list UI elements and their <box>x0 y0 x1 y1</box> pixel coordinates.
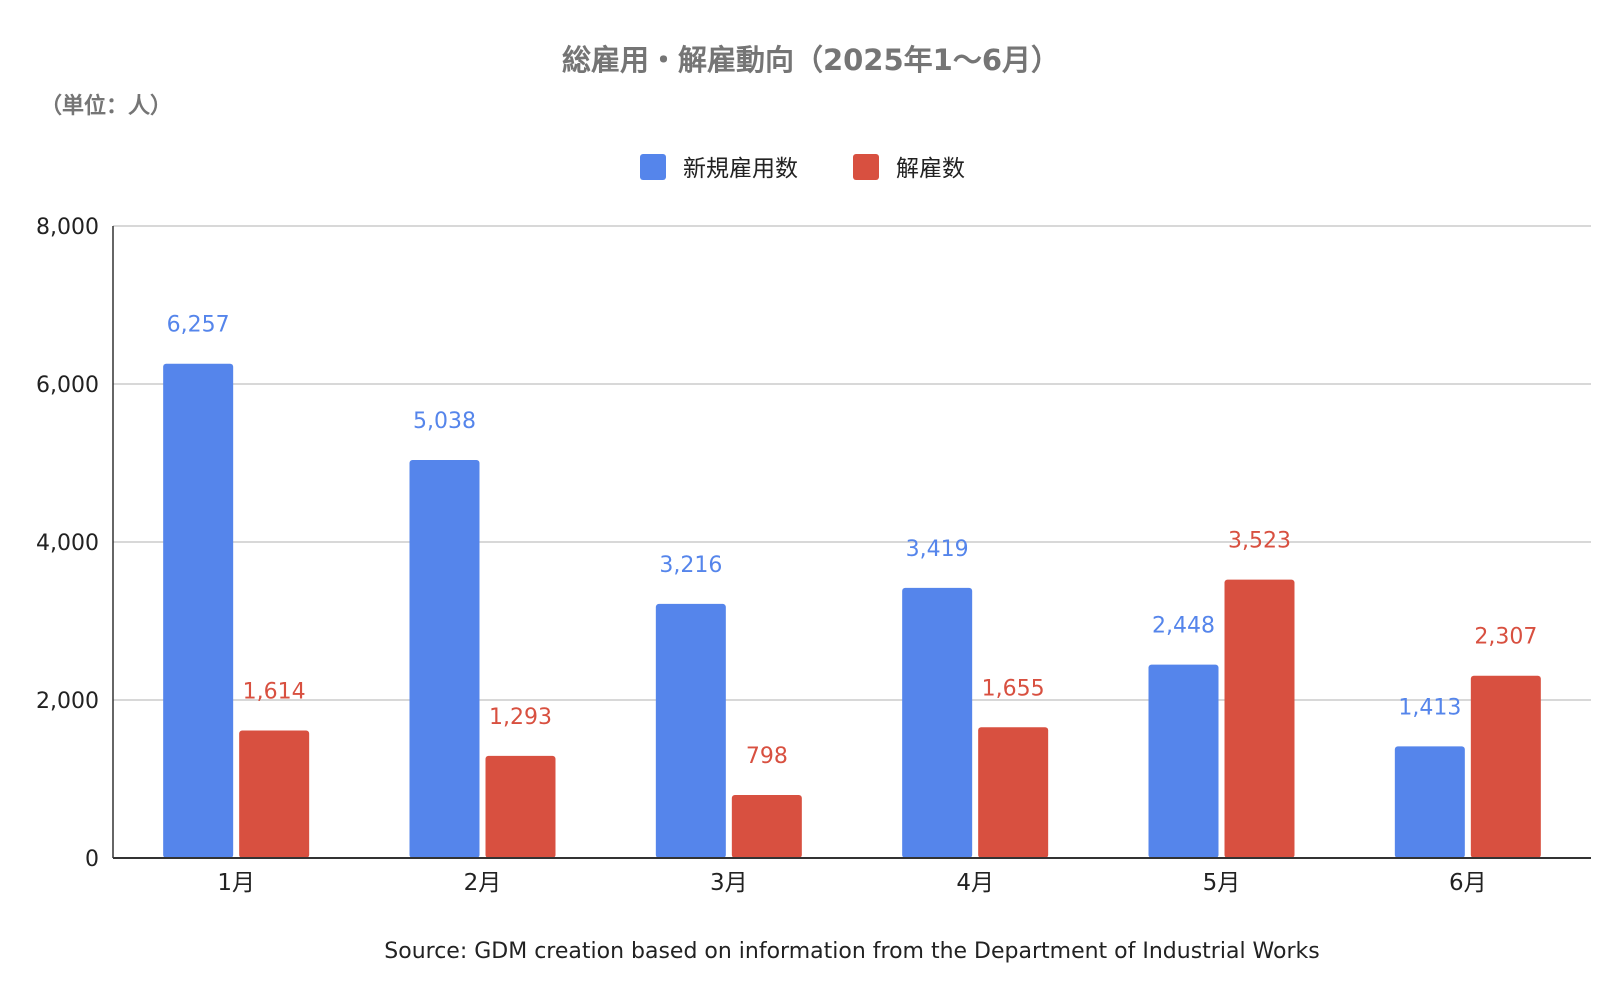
bar-layoffs <box>731 794 802 858</box>
legend-swatch-layoffs <box>853 154 879 180</box>
y-tick-label: 0 <box>85 847 99 872</box>
y-axis: 0 2,000 4,000 6,000 8,000 <box>36 215 114 872</box>
bar-hires <box>163 363 234 858</box>
grid <box>113 225 1591 701</box>
x-tick-label: 3月 <box>710 870 748 896</box>
bar-hires <box>1394 746 1465 858</box>
data-label-layoffs: 1,293 <box>489 705 552 730</box>
bar-hires <box>902 587 973 858</box>
bars <box>163 363 1541 858</box>
data-label-layoffs: 2,307 <box>1474 625 1537 650</box>
x-tick-label: 5月 <box>1203 870 1241 896</box>
data-label-hires: 6,257 <box>167 313 230 338</box>
data-label-hires: 3,419 <box>906 537 969 562</box>
x-axis: 1月 2月 3月 4月 5月 6月 <box>113 857 1591 896</box>
legend-label-layoffs: 解雇数 <box>896 156 965 182</box>
bar-hires <box>409 459 480 858</box>
data-label-layoffs: 1,614 <box>243 679 306 704</box>
data-label-layoffs: 3,523 <box>1228 529 1291 554</box>
data-label-hires: 2,448 <box>1152 614 1215 639</box>
y-tick-label: 6,000 <box>36 373 99 398</box>
x-tick-label: 1月 <box>217 870 255 896</box>
data-labels: 6,257 1,614 5,038 1,293 3,216 798 3,419 1,655 2,… <box>167 313 1538 769</box>
legend-swatch-hires <box>640 154 666 180</box>
data-label-layoffs: 798 <box>746 744 788 769</box>
x-tick-label: 2月 <box>464 870 502 896</box>
bar-hires <box>1148 664 1219 858</box>
y-tick-label: 2,000 <box>36 689 99 714</box>
legend: 新規雇用数 解雇数 <box>640 154 965 182</box>
bar-hires <box>655 603 726 858</box>
y-tick-label: 8,000 <box>36 215 99 240</box>
bar-layoffs <box>1224 579 1295 858</box>
bar-layoffs <box>239 730 310 858</box>
chart-title: 総雇用・解雇動向（2025年1〜6月） <box>562 43 1060 77</box>
bar-layoffs <box>1470 675 1541 858</box>
x-tick-label: 6月 <box>1449 870 1487 896</box>
legend-label-hires: 新規雇用数 <box>683 156 798 182</box>
bar-layoffs <box>485 755 556 858</box>
data-label-layoffs: 1,655 <box>982 676 1045 701</box>
source-note: Source: GDM creation based on informatio… <box>384 939 1319 964</box>
x-tick-label: 4月 <box>956 870 994 896</box>
data-label-hires: 1,413 <box>1398 695 1461 720</box>
data-label-hires: 3,216 <box>659 553 722 578</box>
data-label-hires: 5,038 <box>413 409 476 434</box>
y-tick-label: 4,000 <box>36 531 99 556</box>
unit-label: （単位：人） <box>40 93 172 119</box>
bar-layoffs <box>978 727 1049 858</box>
